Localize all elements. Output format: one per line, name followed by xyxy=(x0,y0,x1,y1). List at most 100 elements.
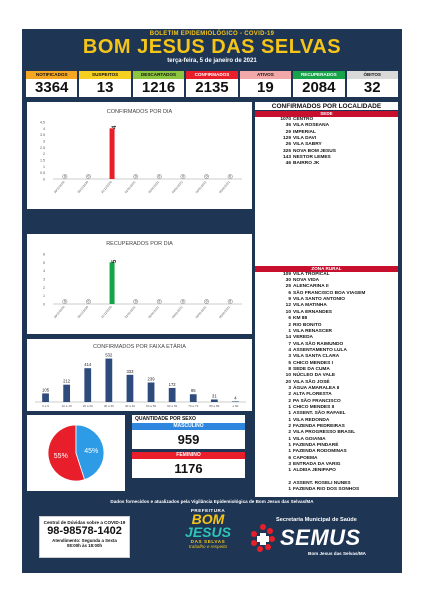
loc-count: 26 xyxy=(285,142,291,148)
loc-name: ALENCARINA II xyxy=(293,284,329,290)
phone-number[interactable]: 98-98578-1402 xyxy=(47,525,122,537)
loc-row: 30 NOVA VIDA xyxy=(259,278,398,284)
loc-count: 1 xyxy=(288,443,291,449)
loc-name: BAIRRO JK xyxy=(293,161,320,167)
data-label: 5 xyxy=(112,259,118,263)
bar xyxy=(210,399,218,402)
loc-name: VILA REDONDA xyxy=(293,417,330,423)
loc-name: VILA ROSEANA xyxy=(293,123,330,129)
zero-marker xyxy=(227,299,233,304)
loc-row: 1 FAZENDA PINDARÉ xyxy=(259,443,398,449)
loc-name: VILA SÃO JOSÉ xyxy=(293,379,330,385)
semus-city: Bom Jesus das Selvas/MA xyxy=(308,551,366,556)
x-tick-label: 70 a 79 xyxy=(188,404,198,408)
loc-name: VEREDA xyxy=(293,335,313,341)
x-tick-label: 60 a 69 xyxy=(167,404,177,408)
loc-row: 1070 CENTRO xyxy=(259,117,398,123)
loc-count: 2 xyxy=(288,430,291,436)
loc-name: CHICO MENDES I xyxy=(293,360,333,366)
loc-count: 1 xyxy=(288,411,291,417)
data-label: 0 xyxy=(206,300,208,304)
loc-count: 20 xyxy=(285,379,291,385)
rural-list: 109 VILA TROPICAL 30 NOVA VIDA 25 ALENCARINA … xyxy=(255,272,398,497)
data-label: 0 xyxy=(64,300,66,304)
loc-row: 20 VILA SÃO JOSÉ xyxy=(259,380,398,386)
loc-count: 3 xyxy=(288,354,291,360)
loc-name: ENTRADA DA VARIG xyxy=(293,462,341,468)
x-tick-label: 40 a 49 xyxy=(125,404,135,408)
zero-marker xyxy=(180,299,186,304)
x-tick-label: 50 a 59 xyxy=(146,404,156,408)
loc-count: 143 xyxy=(282,155,291,161)
loc-name: KM 88 xyxy=(293,316,308,322)
data-label: 105 xyxy=(42,387,50,392)
loc-name: NÚCLEO DA VALE xyxy=(293,373,336,379)
y-tick-label: 3 xyxy=(43,140,45,144)
x-tick-label: 03/01/2021 xyxy=(171,305,184,319)
loc-count: 4 xyxy=(288,347,291,353)
loc-count: 2 xyxy=(288,392,291,398)
data-label: 0 xyxy=(158,175,160,179)
loc-name: VILA SABRY xyxy=(293,142,322,148)
bar xyxy=(63,384,71,402)
stat-label: RECUPERADOS xyxy=(293,71,345,79)
chart-title: CONFIRMADOS POR FAIXA ETÁRIA xyxy=(93,343,186,350)
x-tick-label: 02/01/2021 xyxy=(147,180,160,194)
loc-count: 2 xyxy=(288,481,291,487)
rural-label: ZONA RURAL xyxy=(255,265,398,272)
semus-dots-icon xyxy=(251,524,275,552)
data-label: 0 xyxy=(182,175,184,179)
loc-name: VILA DAVI xyxy=(293,136,317,142)
loc-row: 1 FAZENDA RIO DOS SONHOS xyxy=(259,487,398,493)
loc-count: 6 xyxy=(288,455,291,461)
loc-count: 2 xyxy=(288,398,291,404)
loc-count: 2 xyxy=(288,424,291,429)
loc-count: 30 xyxy=(285,278,291,284)
data-label: 0 xyxy=(135,175,137,179)
data-label: 333 xyxy=(126,369,134,374)
semus-logo: Secretaria Municipal de Saúde SEMUS Bom … xyxy=(250,515,390,561)
pie-slice xyxy=(47,424,86,482)
stat-box: CONFIRMADOS 2135 xyxy=(186,71,238,97)
loc-row xyxy=(259,494,398,497)
chart-faixa-etaria: CONFIRMADOS POR FAIXA ETÁRIA 105 0 a 9 212 1… xyxy=(27,339,252,411)
loc-count: 1 xyxy=(288,436,291,442)
phone-heading: Central de Dúvidas sobre a COVID-19 xyxy=(43,520,126,525)
loc-count: 36 xyxy=(285,123,291,129)
female-label: FEMININO xyxy=(132,452,245,459)
loc-name: ALTA FLORESTA xyxy=(293,392,332,398)
chart-confirmados-dia: CONFIRMADOS POR DIA 0 0.5 1 1.5 2 2.5 3 3.5 4 4.5 0… xyxy=(27,102,252,209)
loc-name: ASSENTAMENTO LULA xyxy=(293,347,347,353)
data-label: 212 xyxy=(63,379,71,384)
stat-label: NOTIFICADOS xyxy=(26,71,78,79)
loc-count: 1 xyxy=(288,487,291,493)
bulletin-poster: BOLETIM EPIDEMIOLÓGICO - COVID-19 BOM JE… xyxy=(22,29,402,573)
y-tick-label: 1 xyxy=(43,165,45,169)
x-tick-label: 04/01/2021 xyxy=(195,180,208,194)
loc-name: ALDEIA JENIPAPO xyxy=(293,468,336,474)
loc-count: 1070 xyxy=(280,117,291,122)
sede-list: 1070 CENTRO 36 VILA ROSEANA 29 IMPERIAL 129 VIL… xyxy=(255,117,398,168)
loc-name: FAZENDA RODOMINAS xyxy=(293,449,347,455)
loc-count: 25 xyxy=(285,284,291,290)
bar xyxy=(109,128,115,179)
loc-row: 29 IMPERIAL xyxy=(259,130,398,136)
phone-hours-days: Atendimento: Segunda a Sexta xyxy=(52,538,117,543)
data-label: 532 xyxy=(105,353,113,358)
loc-row: 9 VILA SANTO ANTONIO xyxy=(259,297,398,303)
loc-count: 12 xyxy=(285,303,291,309)
pie-label: 45% xyxy=(84,448,98,455)
bulletin-date: terça-feira, 5 de janeiro de 2021 xyxy=(167,58,257,64)
loc-name: NOVA BOM JESUS xyxy=(293,148,336,154)
loc-row: 6 KM 88 xyxy=(259,316,398,322)
loc-name: CHICO MENDES II xyxy=(293,404,335,410)
data-label: 172 xyxy=(169,382,177,387)
zero-marker xyxy=(180,174,186,179)
loc-row: 2 FAZENDA PEDREIRAS xyxy=(259,424,398,430)
zero-marker xyxy=(156,299,162,304)
data-label: 31 xyxy=(212,393,217,398)
stat-value: 32 xyxy=(346,79,398,97)
loc-row: 2 PA SÃO FRANCISCO xyxy=(259,399,398,405)
loc-name: ASSENT. SÃO RAFAEL xyxy=(293,411,346,417)
x-tick-label: 04/01/2021 xyxy=(195,305,208,319)
